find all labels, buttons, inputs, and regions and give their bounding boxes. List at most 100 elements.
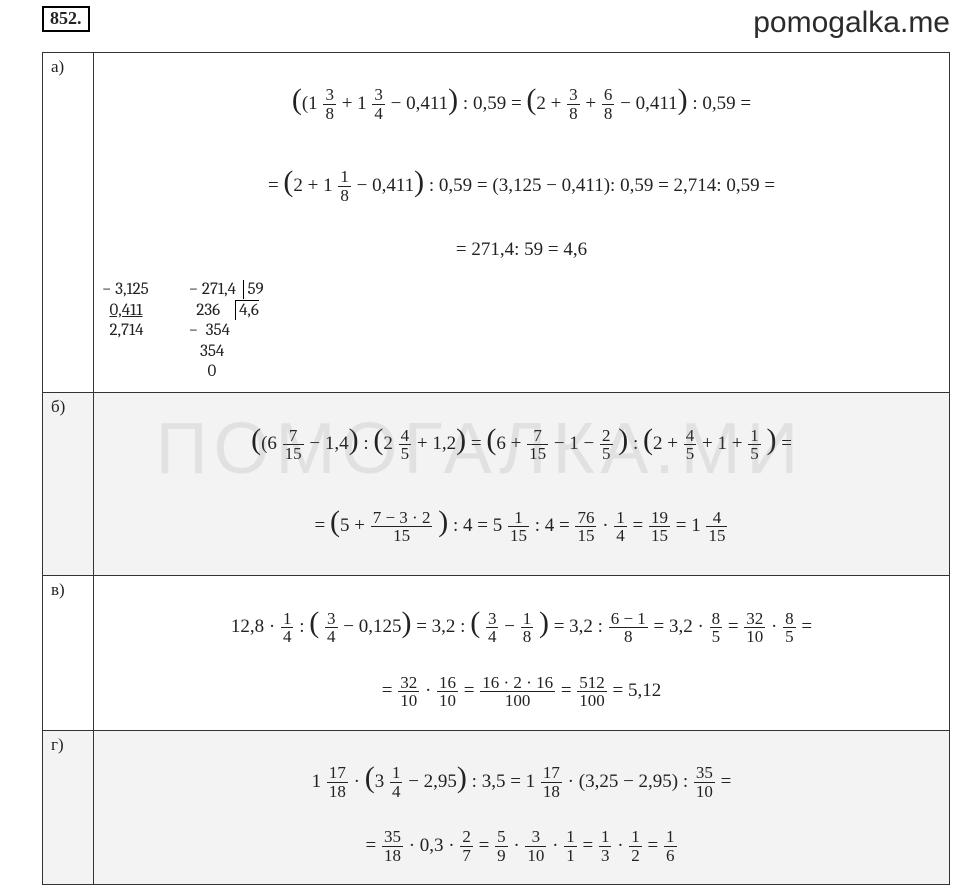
fraction: 85 <box>783 610 796 647</box>
txt: = <box>721 771 732 792</box>
txt: = <box>728 616 743 637</box>
fraction: 18 <box>338 168 351 205</box>
row-body-b: ((6 715 − 1,4) : (2 45 + 1,2) = (6 + 715… <box>94 393 950 576</box>
txt: · <box>513 835 524 856</box>
fraction: 27 <box>460 828 473 865</box>
fraction: 512100 <box>577 674 607 711</box>
txt: = <box>479 835 494 856</box>
txt: = <box>582 835 597 856</box>
fraction: 34 <box>372 86 385 123</box>
txt: · <box>602 515 613 536</box>
txt: + 1,2) = (6 + <box>417 433 526 454</box>
subtraction-column: − 3,125 0,411 2,714 <box>102 280 149 382</box>
row-label: г) <box>43 730 94 884</box>
page-header: 852. pomogalka.me <box>0 0 960 48</box>
math-line: 1 1718 · (3 14 − 2,95) : 3,5 = 1 1718 · … <box>102 739 941 817</box>
fraction: 3518 <box>382 828 403 865</box>
txt: − 2,95) : 3,5 = 1 <box>408 771 535 792</box>
fraction: 11 <box>564 828 577 865</box>
fraction: 715 <box>527 427 548 464</box>
fraction: 16 · 2 · 16100 <box>480 674 555 711</box>
txt: ) : (2 + <box>618 433 683 454</box>
txt: − 0,411) : 0,59 = (3,125 − 0,411): 0,59 … <box>357 175 775 196</box>
fraction: 715 <box>283 427 304 464</box>
txt: · <box>617 835 628 856</box>
long-calculations: − 3,125 0,411 2,714 − 271,4 59 236 4,6 −… <box>102 280 941 382</box>
txt: − 0,125) = 3,2 : ( <box>343 616 480 637</box>
row-label: а) <box>43 53 94 393</box>
fraction: 1718 <box>541 764 562 801</box>
table-row-b: б) ((6 715 − 1,4) : (2 45 + 1,2) = (6 + … <box>43 393 950 576</box>
txt: = 1 <box>676 515 701 536</box>
txt: + <box>585 93 600 114</box>
fraction: 18 <box>521 610 534 647</box>
row-label: б) <box>43 393 94 576</box>
fraction: 415 <box>706 509 727 546</box>
math-line: = 271,4: 59 = 4,6 <box>102 225 941 274</box>
txt: = <box>464 680 479 701</box>
txt: (6 <box>261 433 277 454</box>
txt: = <box>648 835 663 856</box>
fraction: 14 <box>614 509 627 546</box>
row-body-v: 12,8 · 14 : ( 34 − 0,125) = 3,2 : ( 34 −… <box>94 576 950 730</box>
txt: = <box>365 835 380 856</box>
txt: 12,8 · <box>231 616 280 637</box>
row-label: в) <box>43 576 94 730</box>
txt: · 0,3 · <box>409 835 460 856</box>
table-row-a: а) ((1 38 + 1 34 − 0,411) : 0,59 = (2 + … <box>43 53 950 393</box>
fraction: 68 <box>602 86 615 123</box>
long-division: − 271,4 59 236 4,6 − 354 354 0 <box>189 280 264 382</box>
math-line: ((6 715 − 1,4) : (2 45 + 1,2) = (6 + 715… <box>102 401 941 479</box>
fraction: 3510 <box>694 764 715 801</box>
fraction: 7615 <box>575 509 596 546</box>
txt: = 5,12 <box>613 680 662 701</box>
txt: = (2 + 1 <box>268 175 333 196</box>
fraction: 16 <box>664 828 677 865</box>
txt: · <box>552 835 563 856</box>
fraction: 14 <box>390 764 403 801</box>
txt: ) = <box>766 433 791 454</box>
fraction: 45 <box>399 427 412 464</box>
txt: − 1,4) : (2 <box>309 433 393 454</box>
fraction: 25 <box>600 427 613 464</box>
fraction: 85 <box>710 610 723 647</box>
txt: = <box>633 515 648 536</box>
fraction: 6 − 18 <box>609 610 648 647</box>
fraction: 1718 <box>327 764 348 801</box>
fraction: 15 <box>748 427 761 464</box>
txt: = 3,2 · <box>654 616 709 637</box>
txt: ) = 3,2 : <box>539 616 608 637</box>
math-line: = 3518 · 0,3 · 27 = 59 · 310 · 11 = 13 ·… <box>102 821 941 870</box>
txt: · (3 <box>354 771 385 792</box>
math-line: 12,8 · 14 : ( 34 − 0,125) = 3,2 : ( 34 −… <box>102 584 941 662</box>
txt: − <box>504 616 519 637</box>
fraction: 3210 <box>398 674 419 711</box>
fraction: 14 <box>281 610 294 647</box>
txt: 1 <box>312 771 322 792</box>
txt: (1 <box>302 93 318 114</box>
row-body-g: 1 1718 · (3 14 − 2,95) : 3,5 = 1 1718 · … <box>94 730 950 884</box>
txt: − 1 − <box>554 433 599 454</box>
math-line: = (5 + 7 − 3 · 215 ) : 4 = 5 115 : 4 = 7… <box>102 483 941 561</box>
fraction: 38 <box>567 86 580 123</box>
fraction: 34 <box>486 610 499 647</box>
txt: · <box>771 616 782 637</box>
fraction: 1915 <box>649 509 670 546</box>
math-line: = 3210 · 1610 = 16 · 2 · 16100 = 512100 … <box>102 666 941 715</box>
fraction: 45 <box>684 427 697 464</box>
txt: · (3,25 − 2,95) : <box>568 771 693 792</box>
fraction: 38 <box>323 86 336 123</box>
txt: · <box>425 680 436 701</box>
site-name: pomogalka.me <box>753 6 950 40</box>
txt: + 1 <box>342 93 367 114</box>
fraction: 310 <box>525 828 546 865</box>
row-body-a: ((1 38 + 1 34 − 0,411) : 0,59 = (2 + 38 … <box>94 53 950 393</box>
fraction: 13 <box>599 828 612 865</box>
math-line: = (2 + 1 18 − 0,411) : 0,59 = (3,125 − 0… <box>102 143 941 221</box>
solutions-table: а) ((1 38 + 1 34 − 0,411) : 0,59 = (2 + … <box>42 52 950 885</box>
txt: = <box>801 616 812 637</box>
table-row-v: в) 12,8 · 14 : ( 34 − 0,125) = 3,2 : ( 3… <box>43 576 950 730</box>
txt: − 0,411) : 0,59 = <box>620 93 751 114</box>
fraction: 34 <box>325 610 338 647</box>
txt: − 0,411) : 0,59 = (2 + <box>391 93 566 114</box>
